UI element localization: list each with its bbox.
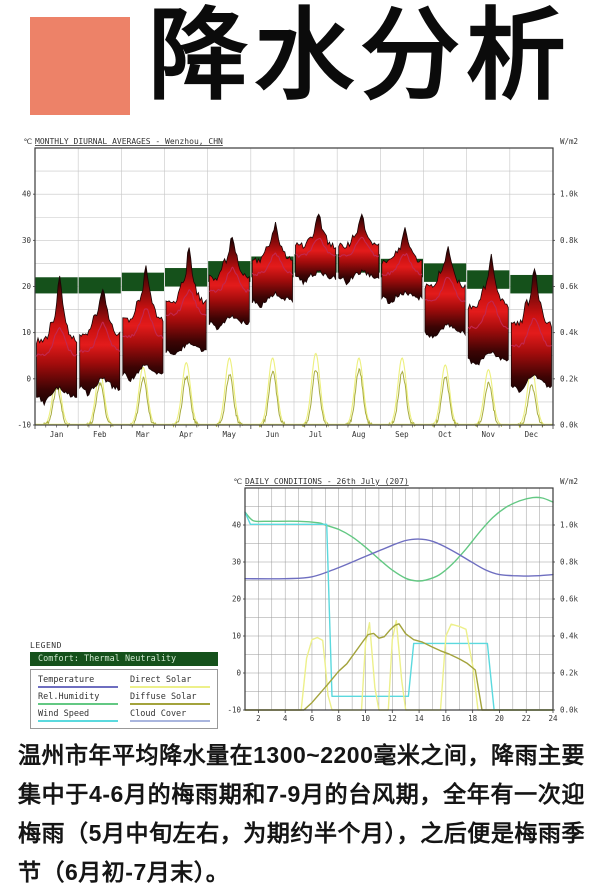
legend-entry-wind-speed: Wind Speed	[38, 709, 118, 722]
svg-text:Mar: Mar	[136, 430, 150, 439]
svg-text:Sep: Sep	[395, 430, 409, 439]
svg-text:℃: ℃	[234, 477, 243, 486]
svg-text:Jan: Jan	[50, 430, 64, 439]
svg-text:0.6k: 0.6k	[560, 282, 579, 291]
svg-text:Jul: Jul	[309, 430, 323, 439]
svg-text:30: 30	[22, 236, 32, 245]
svg-text:2: 2	[256, 714, 261, 723]
svg-text:40: 40	[22, 190, 32, 199]
svg-text:16: 16	[441, 714, 451, 723]
monthly-chart-canvas: Jan Feb Mar Apr May Jun Jul Aug Sep Oct Nov Dec 40 30…	[17, 137, 579, 439]
svg-text:Jun: Jun	[266, 430, 280, 439]
legend-entry-diffuse-solar: Diffuse Solar	[130, 692, 210, 705]
svg-text:1.0k: 1.0k	[560, 521, 579, 530]
page-title: 降水分析	[148, 0, 572, 112]
svg-text:10: 10	[361, 714, 371, 723]
svg-text:May: May	[222, 430, 236, 439]
legend-header: LEGEND	[30, 641, 62, 650]
svg-text:0: 0	[236, 669, 241, 678]
legend-entry-temperature: Temperature	[38, 675, 118, 688]
svg-text:24: 24	[548, 714, 558, 723]
daily-chart-canvas: 2 4 6 8 10 12 14 16 18 20 22 24403020100-101.0k0.8k…	[227, 477, 579, 723]
svg-text:40: 40	[232, 521, 242, 530]
svg-text:Aug: Aug	[352, 430, 366, 439]
svg-text:30: 30	[232, 558, 242, 567]
svg-text:12: 12	[388, 714, 397, 723]
description-text: 温州市年平均降水量在1300~2200毫米之间，降雨主要集中于4-6月的梅雨期和…	[18, 742, 585, 886]
monthly-diurnal-averages-chart: Jan Feb Mar Apr May Jun Jul Aug Sep Oct Nov Dec 40 30…	[15, 133, 595, 450]
svg-text:0.2k: 0.2k	[560, 374, 579, 383]
chart-legend: LEGEND Comfort: Thermal Neutrality Tempe…	[30, 641, 218, 729]
title-accent-square	[30, 17, 130, 115]
svg-text:0: 0	[26, 374, 31, 383]
svg-text:0.4k: 0.4k	[560, 328, 579, 337]
legend-comfort-band: Comfort: Thermal Neutrality	[30, 652, 218, 666]
svg-text:4: 4	[283, 714, 288, 723]
svg-text:W/m2: W/m2	[560, 137, 578, 146]
svg-text:℃: ℃	[24, 137, 33, 146]
daily-conditions-chart: 2 4 6 8 10 12 14 16 18 20 22 24 40 30 20 10 0 -10 1.0k 0.8k…	[222, 472, 597, 732]
svg-text:0.2k: 0.2k	[560, 669, 579, 678]
svg-text:Apr: Apr	[179, 430, 193, 439]
svg-text:Nov: Nov	[481, 430, 495, 439]
svg-text:6: 6	[310, 714, 315, 723]
svg-text:0.4k: 0.4k	[560, 632, 579, 641]
legend-entry-cloud-cover: Cloud Cover	[130, 709, 210, 722]
svg-text:0.8k: 0.8k	[560, 236, 579, 245]
legend-entry-rel-humidity: Rel.Humidity	[38, 692, 118, 705]
svg-text:10: 10	[22, 328, 32, 337]
svg-text:0.0k: 0.0k	[560, 706, 579, 715]
svg-text:20: 20	[232, 595, 242, 604]
svg-text:1.0k: 1.0k	[560, 190, 579, 199]
svg-text:Oct: Oct	[438, 430, 452, 439]
svg-text:22: 22	[522, 714, 531, 723]
svg-text:14: 14	[415, 714, 425, 723]
legend-entry-direct-solar: Direct Solar	[130, 675, 210, 688]
svg-text:20: 20	[22, 282, 32, 291]
legend-entries-box: Temperature Direct Solar Rel.Humidity Diffu…	[30, 669, 218, 729]
svg-text:18: 18	[468, 714, 478, 723]
svg-text:20: 20	[495, 714, 505, 723]
svg-text:Dec: Dec	[525, 430, 539, 439]
svg-text:Feb: Feb	[93, 430, 107, 439]
svg-text:0.8k: 0.8k	[560, 558, 579, 567]
svg-text:DAILY CONDITIONS - 26th July (: DAILY CONDITIONS - 26th July (207)	[245, 477, 409, 486]
legend-comfort-label: Comfort: Thermal Neutrality	[38, 654, 177, 664]
svg-text:W/m2: W/m2	[560, 477, 578, 486]
svg-text:-10: -10	[17, 421, 31, 430]
svg-text:MONTHLY DIURNAL AVERAGES - Wen: MONTHLY DIURNAL AVERAGES - Wenzhou, CHN	[35, 137, 223, 146]
svg-text:-10: -10	[227, 706, 241, 715]
svg-text:10: 10	[232, 632, 242, 641]
svg-text:0.0k: 0.0k	[560, 421, 579, 430]
svg-text:0.6k: 0.6k	[560, 595, 579, 604]
svg-text:8: 8	[336, 714, 341, 723]
